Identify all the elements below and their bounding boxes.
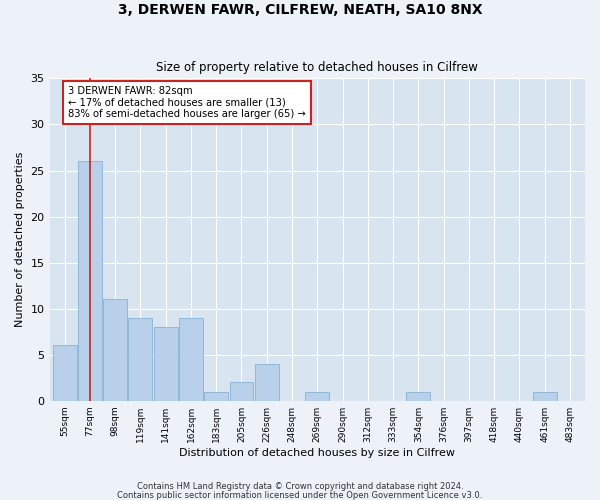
Bar [533, 392, 557, 400]
Bar [128, 318, 152, 400]
Bar [103, 300, 127, 400]
Text: 3, DERWEN FAWR, CILFREW, NEATH, SA10 8NX: 3, DERWEN FAWR, CILFREW, NEATH, SA10 8NX [118, 2, 482, 16]
Bar [204, 392, 228, 400]
Bar [78, 162, 102, 400]
Bar [154, 327, 178, 400]
Bar [230, 382, 253, 400]
Bar [305, 392, 329, 400]
Text: 3 DERWEN FAWR: 82sqm
← 17% of detached houses are smaller (13)
83% of semi-detac: 3 DERWEN FAWR: 82sqm ← 17% of detached h… [68, 86, 306, 119]
X-axis label: Distribution of detached houses by size in Cilfrew: Distribution of detached houses by size … [179, 448, 455, 458]
Bar [53, 346, 77, 401]
Y-axis label: Number of detached properties: Number of detached properties [15, 152, 25, 328]
Title: Size of property relative to detached houses in Cilfrew: Size of property relative to detached ho… [157, 62, 478, 74]
Bar [255, 364, 279, 401]
Bar [179, 318, 203, 400]
Text: Contains HM Land Registry data © Crown copyright and database right 2024.: Contains HM Land Registry data © Crown c… [137, 482, 463, 491]
Bar [406, 392, 430, 400]
Text: Contains public sector information licensed under the Open Government Licence v3: Contains public sector information licen… [118, 490, 482, 500]
